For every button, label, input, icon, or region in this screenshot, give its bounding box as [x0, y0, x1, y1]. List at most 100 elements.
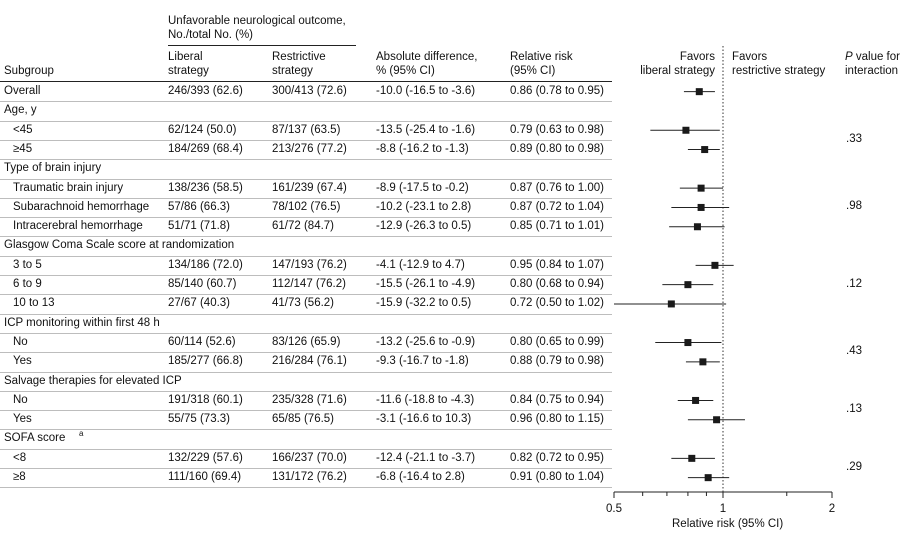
row-divider — [0, 197, 612, 199]
outcome-header-line1: Unfavorable neurological outcome, — [168, 15, 346, 27]
liberal-value: 185/277 (66.8) — [168, 355, 243, 368]
row-divider — [0, 332, 612, 334]
row-label: Subarachnoid hemorrhage — [13, 200, 150, 213]
row-label: No — [13, 335, 28, 348]
liberal-value: 60/114 (52.6) — [168, 335, 236, 348]
liberal-header-line2: strategy — [168, 65, 209, 77]
restrictive-value: 216/284 (76.1) — [272, 355, 347, 368]
favors-restrictive-line2: restrictive strategy — [732, 65, 826, 77]
group-label: Age, y — [4, 104, 37, 117]
liberal-value: 27/67 (40.3) — [168, 297, 231, 310]
row-divider — [0, 352, 612, 354]
point-estimate — [695, 88, 703, 96]
liberal-value: 134/186 (72.0) — [168, 258, 243, 271]
rr-value: 0.96 (0.80 to 1.15) — [510, 413, 604, 426]
favors-liberal-line1: Favors — [679, 51, 715, 63]
favors-restrictive-line1: Favors — [732, 51, 768, 63]
row-divider — [0, 313, 612, 315]
point-estimate — [684, 339, 692, 347]
row-divider — [0, 275, 612, 276]
row-divider — [0, 255, 612, 257]
absdiff-value: -15.9 (-32.2 to 0.5) — [376, 297, 472, 310]
restrictive-value: 166/237 (70.0) — [272, 451, 347, 464]
restrictive-value: 213/276 (77.2) — [272, 142, 347, 155]
row-divider — [0, 101, 612, 103]
x-axis-label: Relative risk (95% CI) — [672, 518, 784, 530]
group-label: SOFA score — [4, 432, 66, 445]
absdiff-header-line1: Absolute difference, — [376, 51, 478, 63]
liberal-value: 57/86 (66.3) — [168, 200, 231, 213]
absdiff-value: -13.5 (-25.4 to -1.6) — [376, 123, 476, 136]
outcome-header-line2: No./total No. (%) — [168, 29, 253, 41]
point-estimate — [667, 300, 675, 308]
point-estimate — [682, 126, 690, 134]
rr-value: 0.87 (0.72 to 1.04) — [510, 200, 604, 213]
interaction-pvalue: .43 — [846, 345, 862, 358]
favors-liberal-line2: liberal strategy — [640, 65, 715, 77]
absdiff-value: -12.9 (-26.3 to 0.5) — [376, 220, 472, 233]
row-label: ≥45 — [13, 142, 33, 155]
absdiff-value: -15.5 (-26.1 to -4.9) — [376, 278, 476, 290]
liberal-value: 246/393 (62.6) — [168, 85, 243, 97]
liberal-value: 51/71 (71.8) — [168, 220, 231, 233]
point-estimate — [688, 454, 696, 462]
pvalue-header-p: P — [845, 51, 853, 63]
row-divider — [0, 159, 612, 161]
row-divider — [0, 236, 612, 238]
x-tick-label: 0.5 — [606, 503, 622, 515]
footnote-marker: a — [79, 429, 84, 439]
row-divider — [0, 487, 612, 489]
absdiff-value: -4.1 (-12.9 to 4.7) — [376, 258, 465, 271]
restrictive-value: 87/137 (63.5) — [272, 123, 341, 136]
absdiff-value: -10.2 (-23.1 to 2.8) — [376, 200, 472, 213]
rr-header-line2: (95% CI) — [510, 65, 556, 77]
liberal-value: 111/160 (69.4) — [168, 471, 242, 483]
rr-value: 0.82 (0.72 to 0.95) — [510, 451, 604, 464]
restrictive-value: 41/73 (56.2) — [272, 297, 335, 310]
restrictive-header-line1: Restrictive — [272, 51, 326, 63]
pvalue-header-rest: value for — [852, 51, 900, 63]
interaction-pvalue: .29 — [846, 461, 862, 473]
liberal-value: 191/318 (60.1) — [168, 393, 243, 406]
restrictive-value: 65/85 (76.5) — [272, 413, 335, 426]
row-label: ≥8 — [13, 471, 26, 483]
restrictive-header-line2: strategy — [272, 65, 313, 77]
liberal-value: 85/140 (60.7) — [168, 278, 237, 290]
restrictive-value: 112/147 (76.2) — [272, 278, 346, 290]
rr-header-line1: Relative risk — [510, 51, 573, 63]
row-divider — [0, 448, 612, 450]
rr-value: 0.79 (0.63 to 0.98) — [510, 123, 604, 136]
absdiff-value: -12.4 (-21.1 to -3.7) — [376, 451, 476, 464]
point-estimate — [701, 146, 709, 154]
interaction-pvalue: .98 — [846, 200, 862, 213]
liberal-value: 55/75 (73.3) — [168, 413, 231, 426]
restrictive-value: 61/72 (84.7) — [272, 220, 335, 233]
row-divider — [0, 217, 612, 219]
rr-value: 0.91 (0.80 to 1.04) — [510, 471, 604, 483]
point-estimate — [697, 184, 705, 192]
restrictive-value: 235/328 (71.6) — [272, 393, 347, 406]
point-estimate — [711, 261, 719, 269]
absdiff-value: -8.8 (-16.2 to -1.3) — [376, 142, 469, 155]
absdiff-value: -11.6 (-18.8 to -4.3) — [376, 393, 475, 406]
rr-value: 0.72 (0.50 to 1.02) — [510, 297, 604, 310]
row-label: Overall — [4, 85, 41, 97]
restrictive-value: 78/102 (76.5) — [272, 200, 341, 213]
liberal-value: 62/124 (50.0) — [168, 123, 237, 136]
absdiff-value: -9.3 (-16.7 to -1.8) — [376, 355, 469, 368]
restrictive-value: 147/193 (76.2) — [272, 258, 347, 271]
subgroup-header: Subgroup — [4, 65, 54, 77]
row-divider — [0, 178, 612, 180]
row-divider — [0, 120, 612, 122]
point-estimate — [684, 281, 692, 289]
row-divider — [0, 468, 612, 469]
row-label: <45 — [13, 123, 33, 136]
row-label: 3 to 5 — [13, 258, 42, 271]
liberal-header-line1: Liberal — [168, 51, 203, 63]
point-estimate — [693, 223, 701, 231]
point-estimate — [713, 416, 721, 424]
liberal-value: 132/229 (57.6) — [168, 451, 243, 464]
group-label: Salvage therapies for elevated ICP — [4, 374, 182, 387]
outcome-header-rule — [168, 45, 356, 46]
row-label: 6 to 9 — [13, 278, 42, 290]
